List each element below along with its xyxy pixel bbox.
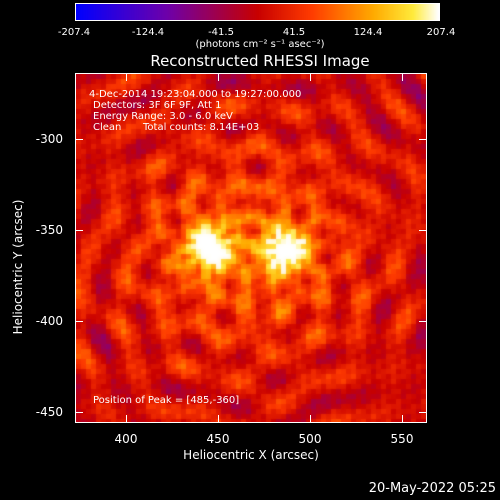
x-tick-label: 500 [298, 432, 322, 446]
method-label: Clean [93, 122, 122, 133]
colorbar [75, 3, 440, 21]
tick-mark [310, 415, 311, 422]
colorbar-tick: -124.4 [131, 27, 165, 38]
tick-mark [218, 415, 219, 422]
tick-mark [126, 74, 127, 81]
y-axis-label: Heliocentric Y (arcsec) [11, 199, 25, 335]
x-tick-label: 550 [390, 432, 414, 446]
y-tick-label: -300 [35, 132, 63, 146]
colorbar-tick: 124.4 [353, 27, 383, 38]
tick-mark [126, 415, 127, 422]
detectors-label: Detectors: 3F 6F 9F, Att 1 [93, 100, 222, 111]
tick-mark [402, 74, 403, 81]
y-tick-label: -400 [35, 314, 63, 328]
colorbar-units: (photons cm⁻² s⁻¹ asec⁻²) [195, 39, 325, 50]
xray-intensity-map [76, 74, 426, 422]
y-tick-label: -450 [35, 405, 63, 419]
tick-mark [419, 139, 426, 140]
image-plot-area: 4-Dec-2014 19:23:04.000 to 19:27:00.000 … [75, 73, 427, 423]
tick-mark [76, 321, 83, 322]
tick-mark [402, 415, 403, 422]
tick-mark [419, 230, 426, 231]
peak-position-label: Position of Peak = [485,-360] [93, 395, 240, 406]
tick-mark [218, 74, 219, 81]
y-tick-label: -350 [35, 223, 63, 237]
tick-mark [419, 412, 426, 413]
tick-mark [419, 321, 426, 322]
colorbar-tick: 207.4 [426, 27, 456, 38]
x-axis-label: Heliocentric X (arcsec) [183, 448, 319, 462]
x-tick-label: 400 [114, 432, 138, 446]
x-tick-label: 450 [206, 432, 230, 446]
generation-timestamp: 20-May-2022 05:25 [368, 481, 496, 496]
colorbar-tick: -207.4 [57, 27, 91, 38]
tick-mark [76, 412, 83, 413]
tick-mark [76, 230, 83, 231]
energy-range-label: Energy Range: 3.0 - 6.0 keV [93, 111, 233, 122]
total-counts-label: Total counts: 8.14E+03 [143, 122, 260, 133]
time-range-label: 4-Dec-2014 19:23:04.000 to 19:27:00.000 [89, 89, 302, 100]
tick-mark [310, 74, 311, 81]
tick-mark [76, 139, 83, 140]
plot-title: Reconstructed RHESSI Image [150, 52, 370, 70]
colorbar-tick: 41.5 [282, 27, 306, 38]
colorbar-tick: -41.5 [208, 27, 234, 38]
